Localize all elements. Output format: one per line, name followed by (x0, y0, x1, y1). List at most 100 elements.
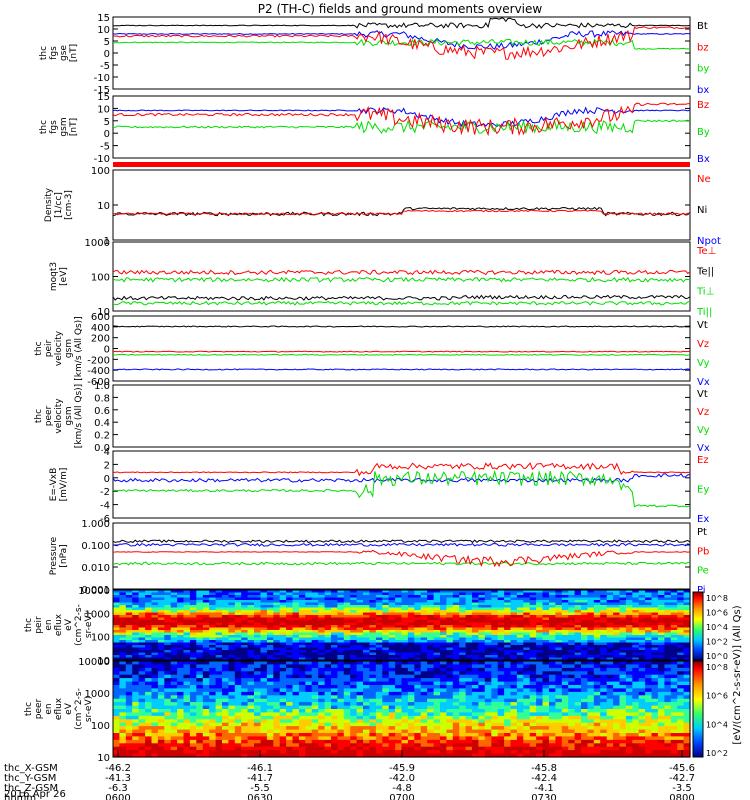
y-tick-label: 100 (91, 273, 110, 284)
y-tick-label: 15 (97, 92, 110, 103)
y-tick-label: 0 (104, 345, 110, 356)
orbit-row-value: -41.3 (105, 773, 131, 784)
panel-frame (112, 169, 691, 241)
series-line-Vx (113, 368, 690, 371)
panel-6: thc peer velocity gsm [km/s (All Qs)] 1.00.8 0… (34, 381, 710, 454)
y-tick-label: 0.0 (94, 443, 110, 454)
y-tick-label: -10 (94, 154, 110, 165)
legend-entry: bx (697, 85, 709, 96)
y-tick-label: 100 (91, 166, 110, 177)
legend-entry: Bt (697, 21, 708, 32)
y-tick-label: 10000 (78, 657, 110, 668)
panel-ylabel: thc fgs gse [nT] (39, 44, 79, 62)
y-tick-label: 10 (97, 656, 110, 667)
legend-entry: Ni (697, 205, 707, 216)
legend-entry: Ti|| (696, 307, 712, 318)
legend-entry: Pt (697, 527, 707, 538)
y-tick-label: 0.100 (81, 541, 110, 552)
ylabel-line: fgs (49, 46, 59, 60)
ylabel-line: [nPa] (59, 544, 69, 567)
series-line-Bt (113, 17, 690, 29)
series-line-Bx (113, 106, 690, 129)
series-line-Vy (113, 353, 690, 356)
colorbar-tick: 10^8 (706, 594, 728, 603)
ylabel-line: [nT] (69, 44, 79, 62)
legend-entry: Ne (697, 174, 711, 185)
orbit-row-value: -46.2 (105, 763, 131, 774)
colorbar-label: [eV/(cm^2-s-sr-eV)] (All Qs) (732, 605, 743, 744)
panel-5: thc peir velocity gsm [km/s (All Qs)] 6004002… (34, 312, 710, 388)
ylabel-line: sr-eV) (84, 612, 94, 638)
y-tick-label: 10 (97, 104, 110, 115)
y-tick-label: 200 (91, 334, 110, 345)
ylabel-line: eflux (54, 697, 64, 720)
y-tick-label: 2 (104, 460, 110, 471)
panel-7: E=-VxB [mV/m] 4 2 0 -2 -4 -6 Ez Ey Ex (49, 447, 709, 525)
ylabel-line: [1/cc] (54, 192, 64, 218)
panel-ylabel: thc peer en eflux eV (cm^2-s-sr-eV) (24, 688, 94, 730)
y-tick-label: 1.000 (81, 519, 110, 530)
orbit-row-value: 0630 (247, 793, 272, 800)
y-tick-label: 1.0 (94, 381, 110, 392)
orbit-row-name: thc_X-GSM (4, 763, 58, 774)
ylabel-line: thc (34, 409, 44, 423)
y-tick-label: 1000 (85, 609, 110, 620)
y-tick-label: 1 (104, 236, 110, 247)
y-tick-label: -600 (87, 377, 110, 388)
panel-ylabel: thc peir velocity gsm [km/s (All Qs)] (34, 316, 84, 380)
colorbar-tick: 10^6 (706, 609, 728, 618)
series-line-Te⊥ (113, 269, 690, 276)
panel-ylabel: E=-VxB [mV/m] (49, 468, 69, 502)
orbit-row-value: -4.1 (534, 783, 554, 794)
y-tick-label: -2 (100, 487, 110, 498)
ylabel-line: [nT] (69, 118, 79, 136)
legend-entry: Npot (697, 236, 721, 247)
panel-8: Pressure [nPa] 1.000 0.100 0.010 0.001 Pt Pb Pe P… (49, 519, 709, 596)
series-line-Ez (113, 462, 690, 477)
panel-frame (112, 384, 691, 448)
ylabel-line: peer (34, 698, 44, 719)
ylabel-line: Pressure (49, 536, 59, 575)
ylabel-line: thc (24, 618, 34, 632)
orbit-row-value: -45.8 (531, 763, 557, 774)
ylabel-line: [km/s (All Qs)] (74, 316, 84, 380)
ylabel-line: eflux (54, 613, 64, 636)
y-tick-label: 600 (91, 312, 110, 323)
panel-ylabel: thc peir en eflux eV (cm^2-s-sr-eV) (24, 604, 94, 646)
orbit-row-value: -3.5 (672, 783, 692, 794)
y-tick-label: 10 (97, 201, 110, 212)
panel-frame (112, 95, 691, 159)
figure-title: P2 (TH-C) fields and ground moments over… (258, 2, 543, 16)
ylabel-line: thc (39, 120, 49, 134)
spectrogram (113, 590, 691, 661)
ylabel-line: (cm^2-s- (74, 604, 84, 646)
colorbar-tick: 10^2 (706, 749, 728, 758)
orbit-row-value: -42.4 (531, 773, 557, 784)
legend-entry: Vy (697, 358, 710, 369)
series-line-Pe (113, 561, 690, 566)
orbit-row-value: -41.7 (247, 773, 273, 784)
legend-entry: Pb (697, 546, 709, 557)
ylabel-line: Density (44, 187, 54, 222)
ylabel-line: gsm (64, 406, 74, 425)
y-tick-label: -5 (100, 61, 110, 72)
series-line-By (113, 119, 690, 134)
series-line-Ni (113, 206, 690, 217)
ylabel-line: velocity (54, 330, 64, 366)
orbit-row-value: -45.6 (669, 763, 695, 774)
ylabel-line: [km/s (All Qs)] (74, 384, 84, 448)
ylabel-line: [eV] (59, 267, 69, 286)
y-tick-label: 0.6 (94, 406, 110, 417)
ylabel-line: peir (34, 616, 44, 634)
y-tick-label: -400 (87, 366, 110, 377)
legend-entry: Pe (697, 566, 709, 577)
panel-frame (112, 589, 691, 661)
legend-entry: Vz (697, 407, 709, 418)
y-tick-label: 10 (97, 25, 110, 36)
y-tick-label: 0 (104, 49, 110, 60)
y-tick-label: 100 (91, 633, 110, 644)
legend-entry: Te|| (696, 266, 714, 277)
